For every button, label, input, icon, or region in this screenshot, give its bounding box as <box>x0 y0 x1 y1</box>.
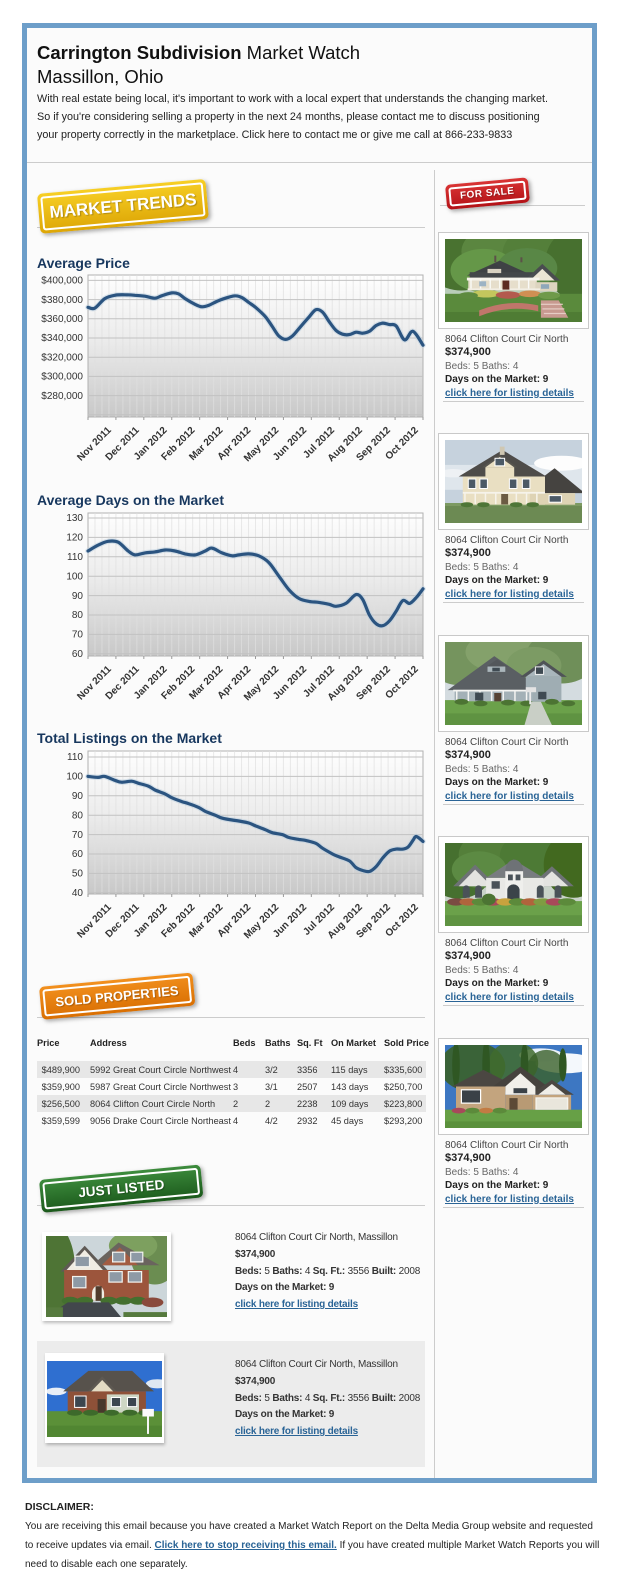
svg-text:$300,000: $300,000 <box>41 372 83 383</box>
svg-text:60: 60 <box>72 849 84 860</box>
svg-text:70: 70 <box>72 830 84 841</box>
svg-text:40: 40 <box>72 888 84 899</box>
svg-text:$280,000: $280,000 <box>41 391 83 402</box>
svg-text:$400,000: $400,000 <box>41 276 83 287</box>
svg-text:50: 50 <box>72 869 84 880</box>
svg-text:90: 90 <box>72 591 84 602</box>
svg-text:100: 100 <box>66 772 83 783</box>
svg-text:100: 100 <box>66 571 83 582</box>
svg-text:80: 80 <box>72 610 84 621</box>
svg-text:130: 130 <box>66 513 83 524</box>
svg-text:$360,000: $360,000 <box>41 314 83 325</box>
svg-text:$340,000: $340,000 <box>41 333 83 344</box>
svg-text:$380,000: $380,000 <box>41 295 83 306</box>
svg-text:60: 60 <box>72 649 84 660</box>
svg-text:90: 90 <box>72 791 84 802</box>
svg-text:110: 110 <box>67 752 83 763</box>
svg-text:80: 80 <box>72 810 84 821</box>
svg-text:110: 110 <box>67 552 83 563</box>
svg-text:120: 120 <box>66 533 83 544</box>
svg-text:70: 70 <box>72 630 84 641</box>
svg-text:$320,000: $320,000 <box>41 352 83 363</box>
